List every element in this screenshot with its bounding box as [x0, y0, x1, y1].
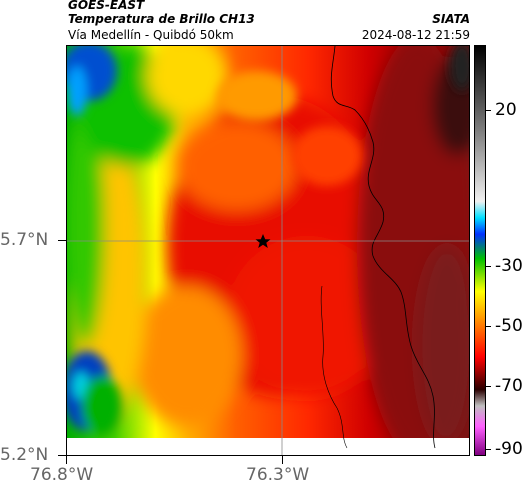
colorbar-svg: [475, 46, 485, 455]
star-marker: [255, 234, 271, 248]
lon-tick-mark: [66, 456, 67, 464]
colorbar-tick-label: -90: [495, 439, 523, 459]
colorbar-tick-mark: [486, 386, 491, 387]
timestamp-label: 2024-08-12 21:59: [361, 28, 470, 42]
lon-tick-label: 76.3°W: [246, 465, 310, 485]
location-label: Vía Medellín - Quibdó 50km: [68, 28, 234, 42]
colorbar-tick-mark: [486, 110, 491, 111]
coastline: [330, 46, 436, 449]
organization-label: SIATA: [432, 12, 470, 26]
colorbar-tick-label: -50: [495, 316, 523, 336]
colorbar-tick-label: -30: [495, 256, 523, 276]
satellite-map: [66, 45, 470, 456]
lat-tick-mark: [58, 240, 66, 241]
colorbar-tick-label: 20: [495, 100, 517, 120]
map-header: GOES-EAST Temperatura de Brillo CH13 SIA…: [68, 0, 470, 46]
lat-tick-mark: [58, 455, 66, 456]
lat-tick-label: 5.2°N: [0, 445, 49, 465]
lat-tick-label: 5.7°N: [0, 230, 49, 250]
satellite-name: GOES-EAST: [68, 0, 145, 12]
lon-tick-label: 76.8°W: [30, 465, 94, 485]
product-title: Temperatura de Brillo CH13: [68, 12, 255, 26]
lon-tick-mark: [282, 456, 283, 464]
colorbar-tick-mark: [486, 326, 491, 327]
colorbar-tick-mark: [486, 266, 491, 267]
department-border: [320, 285, 348, 449]
colorbar-tick-mark: [486, 449, 491, 450]
map-svg: [67, 46, 469, 455]
colorbar: [474, 45, 486, 456]
colorbar-tick-label: -70: [495, 376, 523, 396]
